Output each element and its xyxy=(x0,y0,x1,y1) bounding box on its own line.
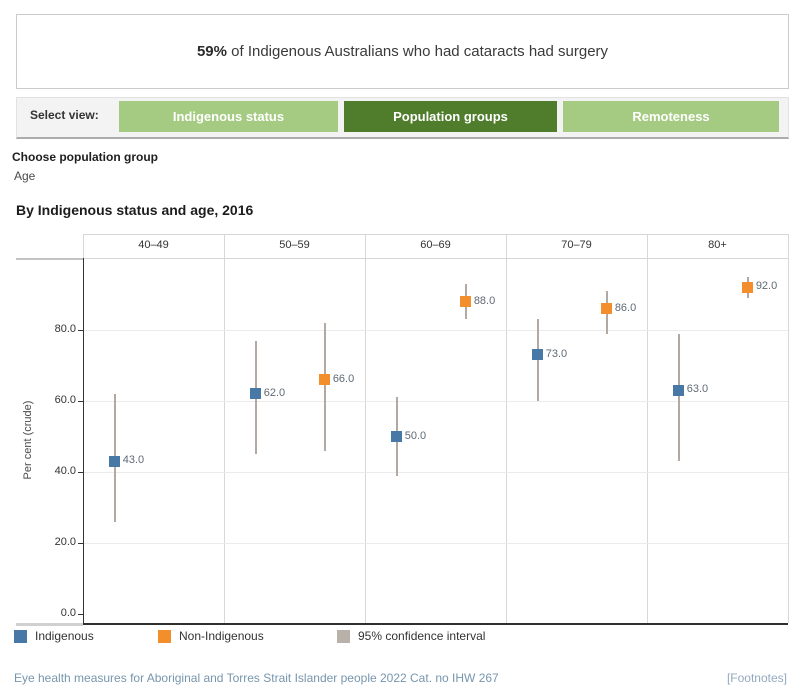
panel-header-top-border xyxy=(83,234,788,235)
panel-header-3: 60–69 xyxy=(420,239,451,251)
chart-right-border xyxy=(788,234,789,623)
y-axis-tick-label: 60.0 xyxy=(54,394,76,406)
panel-header-2: 50–59 xyxy=(279,239,310,251)
data-point-label: 88.0 xyxy=(473,294,496,307)
headline-statistic: 59% xyxy=(196,43,227,60)
data-point-marker[interactable] xyxy=(460,296,472,308)
y-axis-line xyxy=(83,258,84,623)
legend-item-non-indigenous[interactable]: Non-Indigenous xyxy=(158,628,264,644)
headline-rest: of Indigenous Australians who had catara… xyxy=(226,43,609,60)
headline-banner: 59% of Indigenous Australians who had ca… xyxy=(16,14,789,89)
panel-separator xyxy=(506,234,507,623)
data-point-label: 62.0 xyxy=(263,386,286,399)
data-point-marker[interactable] xyxy=(601,303,613,315)
axis-bottom-left-border xyxy=(16,623,83,626)
y-axis-tick xyxy=(78,330,83,331)
data-point-label: 63.0 xyxy=(686,383,709,396)
footnotes-link[interactable]: [Footnotes] xyxy=(726,671,787,685)
headline-text: 59% of Indigenous Australians who had ca… xyxy=(197,43,608,60)
ci-line xyxy=(323,322,326,451)
y-axis-tick xyxy=(78,614,83,615)
y-axis-tick-label: 80.0 xyxy=(54,323,76,335)
legend-label: Non-Indigenous xyxy=(179,629,264,643)
gridline xyxy=(83,543,788,544)
panel-header-bottom-border xyxy=(83,258,788,259)
view-button-remoteness[interactable]: Remoteness xyxy=(563,101,779,132)
data-point-label: 73.0 xyxy=(545,347,568,360)
y-axis-tick xyxy=(78,401,83,402)
y-axis-tick xyxy=(78,472,83,473)
y-axis-tick-label: 0.0 xyxy=(60,607,76,619)
y-axis-tick-label: 20.0 xyxy=(54,536,76,548)
gridline xyxy=(83,330,788,331)
data-point-label: 66.0 xyxy=(332,372,355,385)
legend-item-indigenous[interactable]: Indigenous xyxy=(14,628,94,644)
y-axis-tick-label: 40.0 xyxy=(54,465,76,477)
legend-swatch-indigenous xyxy=(14,629,27,643)
view-button-population-groups[interactable]: Population groups xyxy=(344,101,557,132)
legend-swatch-non-indigenous xyxy=(158,629,171,643)
panel-separator xyxy=(647,234,648,623)
panel-header-1: 40–49 xyxy=(138,239,169,251)
panel-separator xyxy=(365,234,366,623)
data-point-marker[interactable] xyxy=(391,431,403,442)
axis-corner-border xyxy=(16,258,83,260)
x-axis-line xyxy=(83,623,788,625)
data-point-marker[interactable] xyxy=(109,455,121,467)
panel-separator xyxy=(224,234,225,623)
data-point-label: 86.0 xyxy=(614,301,637,314)
legend-label: 95% confidence interval xyxy=(358,629,486,643)
panel-header-left-border xyxy=(83,234,84,258)
data-point-label: 92.0 xyxy=(755,280,778,293)
data-point-marker[interactable] xyxy=(673,384,685,396)
gridline xyxy=(83,401,788,402)
population-group-dropdown[interactable]: Age xyxy=(14,169,36,183)
y-axis-tick xyxy=(78,543,83,544)
population-group-label: Choose population group xyxy=(12,150,158,164)
y-axis-title: Per cent (crude) xyxy=(22,400,34,480)
data-point-marker[interactable] xyxy=(742,281,754,293)
legend-label: Indigenous xyxy=(35,629,94,643)
ci-line xyxy=(677,333,680,462)
chart-area: 40–49 50–59 60–69 70–79 80+ 0.0 20.0 40.0 60.0 80… xyxy=(16,234,789,626)
data-point-label: 43.0 xyxy=(122,454,145,467)
source-link[interactable]: Eye health measures for Aboriginal and T… xyxy=(14,671,499,685)
panel-header-5: 80+ xyxy=(708,239,727,251)
view-selector-label: Select view: xyxy=(30,108,99,122)
legend-item-confidence-interval[interactable]: 95% confidence interval xyxy=(337,628,485,644)
data-point-marker[interactable] xyxy=(319,374,331,386)
gridline xyxy=(83,472,788,473)
view-button-indigenous-status[interactable]: Indigenous status xyxy=(119,101,338,132)
panel-header-4: 70–79 xyxy=(561,239,592,251)
legend-swatch-confidence-interval xyxy=(337,629,350,643)
data-point-marker[interactable] xyxy=(532,349,544,361)
chart-title: By Indigenous status and age, 2016 xyxy=(16,202,254,218)
data-point-marker[interactable] xyxy=(250,388,262,400)
data-point-label: 50.0 xyxy=(404,429,427,442)
